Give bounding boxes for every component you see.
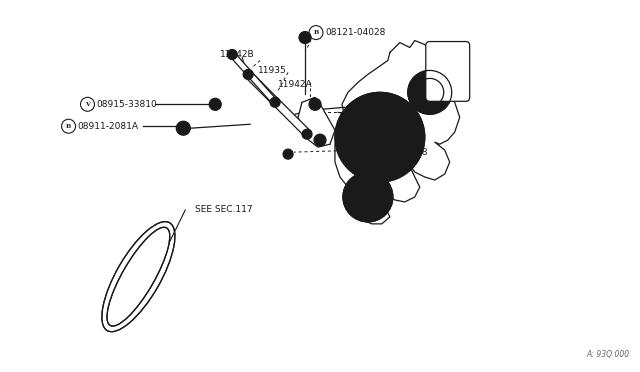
Text: A: 93Q 000: A: 93Q 000: [586, 350, 629, 359]
Circle shape: [302, 129, 312, 139]
Ellipse shape: [107, 227, 170, 326]
Circle shape: [283, 149, 293, 159]
Text: 11942B: 11942B: [220, 50, 255, 59]
Ellipse shape: [102, 222, 175, 332]
Text: B: B: [355, 150, 360, 155]
Text: B: B: [66, 124, 71, 129]
Circle shape: [227, 49, 237, 60]
Polygon shape: [245, 71, 311, 137]
Circle shape: [335, 92, 425, 182]
Text: 11935: 11935: [258, 66, 287, 75]
Text: 11942A: 11942A: [278, 80, 313, 89]
Circle shape: [243, 70, 253, 79]
Circle shape: [270, 97, 280, 107]
Circle shape: [309, 98, 321, 110]
Circle shape: [176, 121, 190, 135]
Polygon shape: [230, 52, 277, 104]
Circle shape: [209, 98, 221, 110]
Text: 11940: 11940: [358, 120, 387, 129]
Text: 08120-81628: 08120-81628: [367, 148, 428, 157]
Text: V: V: [85, 102, 90, 107]
Text: 08911-2081A: 08911-2081A: [77, 122, 138, 131]
Circle shape: [408, 70, 452, 114]
Circle shape: [343, 172, 393, 222]
Text: SEE SEC.117: SEE SEC.117: [195, 205, 253, 214]
Text: 08121-04028: 08121-04028: [325, 28, 385, 37]
Text: B: B: [314, 30, 319, 35]
Polygon shape: [298, 97, 335, 147]
Circle shape: [299, 32, 311, 44]
Text: 08915-33810: 08915-33810: [97, 100, 157, 109]
FancyBboxPatch shape: [426, 42, 470, 101]
Circle shape: [314, 134, 326, 146]
